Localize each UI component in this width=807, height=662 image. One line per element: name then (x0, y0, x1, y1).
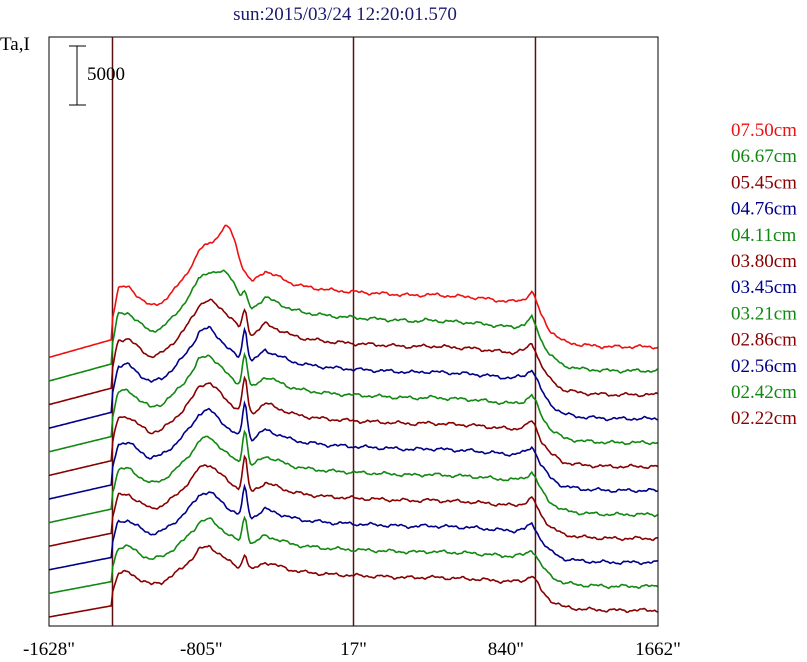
x-tick-label: 17" (340, 639, 367, 660)
trace-02.22cm (48, 544, 658, 618)
legend: 07.50cm 06.67cm 05.45cm 04.76cm 04.11cm 03.80… (731, 120, 797, 429)
legend-entry: 07.50cm (731, 120, 797, 141)
legend-entry: 02.86cm (731, 330, 797, 351)
vertical-markers (111, 37, 537, 626)
trace-02.86cm (48, 454, 658, 547)
legend-entry: 06.67cm (731, 146, 797, 167)
x-tick-label: 1662" (635, 639, 681, 660)
trace-05.45cm (48, 298, 659, 406)
legend-entry: 02.22cm (731, 408, 797, 429)
x-axis-ticks: -1628" -805" 17" 840" 1662" (23, 639, 681, 660)
trace-04.76cm (48, 325, 659, 429)
legend-entry: 04.11cm (731, 225, 796, 246)
legend-entry: 04.76cm (731, 199, 797, 220)
trace-03.80cm (48, 375, 658, 477)
scale-bar-label: 5000 (87, 64, 125, 85)
legend-entry: 02.42cm (731, 382, 797, 403)
legend-entry: 02.56cm (731, 356, 797, 377)
trace-03.45cm (48, 400, 658, 500)
trace-02.56cm (48, 483, 658, 571)
legend-entry: 05.45cm (731, 172, 797, 193)
trace-02.42cm (48, 515, 659, 595)
intensity-scale-bar: 5000 (69, 45, 125, 106)
legend-entry: 03.45cm (731, 277, 797, 298)
legend-entry: 03.80cm (731, 251, 797, 272)
trace-06.67cm (48, 269, 659, 382)
spectra-traces (48, 224, 659, 618)
y-axis-label: Ta,I (0, 34, 30, 55)
trace-07.50cm (48, 224, 658, 359)
legend-entry: 03.21cm (731, 303, 797, 324)
trace-03.21cm (48, 429, 659, 524)
x-tick-label: -805" (180, 639, 223, 660)
trace-04.11cm (48, 351, 658, 453)
x-tick-label: -1628" (23, 639, 75, 660)
x-tick-label: 840" (488, 639, 524, 660)
chart-title: sun:2015/03/24 12:20:01.570 (233, 4, 457, 25)
